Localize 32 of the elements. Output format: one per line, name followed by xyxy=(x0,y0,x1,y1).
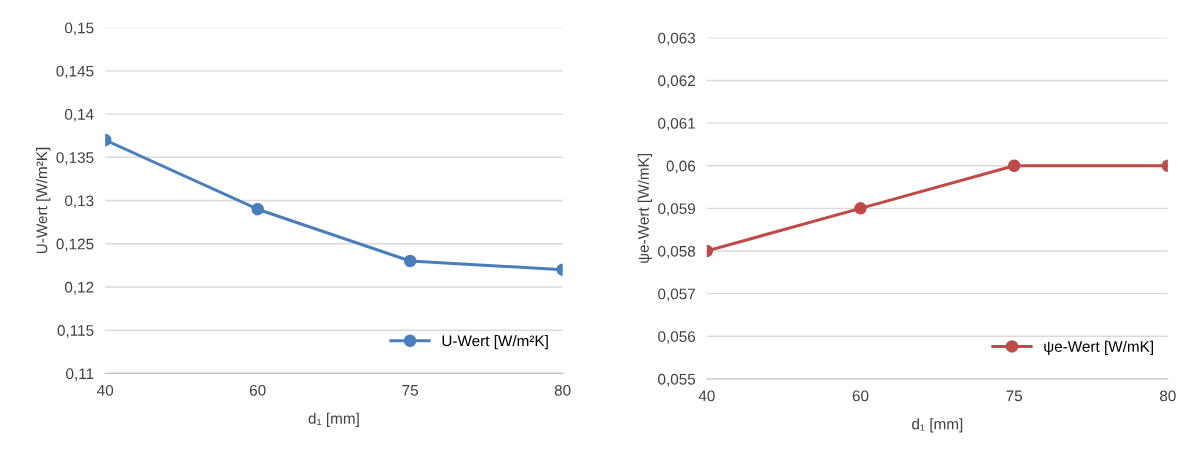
x-tick-label: 60 xyxy=(249,384,266,396)
y-tick-label: 0,055 xyxy=(658,373,696,387)
x-axis-title: d₁ [mm] xyxy=(308,412,359,427)
y-tick-label: 0,062 xyxy=(658,75,695,88)
legend-label: U-Wert [W/m²K] xyxy=(442,335,548,350)
y-tick-label: 0,06 xyxy=(666,160,696,174)
x-tick-label: 75 xyxy=(402,385,419,396)
y-tick-label: 0,115 xyxy=(57,325,94,338)
x-axis-title: d₁ [mm] xyxy=(912,418,963,433)
y-axis-title: ψe-Wert [W/mK] xyxy=(637,154,652,263)
y-tick-label: 0,14 xyxy=(64,108,94,122)
y-tick-label: 0,13 xyxy=(64,195,94,209)
y-tick-label: 0,12 xyxy=(64,281,94,295)
y-tick-label: 0,15 xyxy=(64,22,94,36)
y-tick-label: 0,11 xyxy=(66,368,94,381)
x-tick-label: 40 xyxy=(97,384,114,396)
legend-label: ψe-Wert [W/mK] xyxy=(1044,340,1153,355)
x-tick-label: 80 xyxy=(554,384,571,396)
x-tick-label: 80 xyxy=(1159,390,1176,402)
y-tick-label: 0,135 xyxy=(56,152,94,165)
y-tick-label: 0,057 xyxy=(658,288,695,302)
y-axis-title: U-Wert [W/m²K] xyxy=(36,147,51,254)
y-tick-label: 0,059 xyxy=(658,203,695,216)
x-tick-label: 60 xyxy=(852,390,869,402)
y-tick-label: 0,145 xyxy=(56,65,94,79)
x-tick-label: 75 xyxy=(1006,390,1023,402)
y-tick-label: 0,063 xyxy=(658,32,696,46)
y-tick-label: 0,056 xyxy=(658,331,696,344)
x-tick-label: 40 xyxy=(698,390,715,402)
y-tick-label: 0,125 xyxy=(56,238,94,252)
y-tick-label: 0,058 xyxy=(658,245,696,259)
y-tick-label: 0,061 xyxy=(658,117,695,131)
